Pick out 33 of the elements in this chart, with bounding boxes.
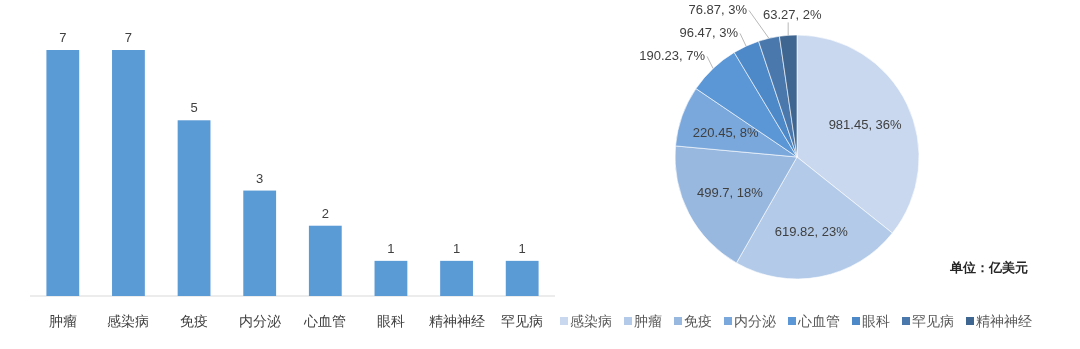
bar xyxy=(374,260,408,296)
data-label: 2 xyxy=(321,205,329,221)
text: 单位：亿美元 xyxy=(949,260,1028,275)
x-tick-label: 罕见病 xyxy=(501,313,544,329)
bar xyxy=(243,190,277,296)
x-tick-label: 感染病 xyxy=(107,313,150,329)
data-label: 5 xyxy=(190,100,198,116)
bar xyxy=(46,50,80,296)
bar xyxy=(505,260,539,296)
x-tick-label: 心血管 xyxy=(303,313,347,329)
x-tick-label: 肿瘤 xyxy=(48,313,77,329)
x-tick-label: 眼科 xyxy=(376,313,405,329)
data-label: 499.7, 18% xyxy=(697,184,764,200)
bar xyxy=(308,225,342,296)
data-label: 190.23, 7% xyxy=(639,48,706,64)
bar xyxy=(440,260,473,296)
data-label: 619.82, 23% xyxy=(774,224,849,240)
data-label: 3 xyxy=(256,170,264,186)
x-tick-label: 免疫 xyxy=(180,313,209,329)
bar xyxy=(112,50,145,296)
bar xyxy=(177,120,211,296)
data-label: 981.45, 36% xyxy=(828,117,903,133)
data-label: 96.47, 3% xyxy=(679,25,739,41)
data-label: 76.87, 3% xyxy=(688,2,748,18)
data-label: 1 xyxy=(387,240,395,256)
x-tick-label: 内分泌 xyxy=(238,313,281,329)
data-label: 1 xyxy=(452,240,461,256)
x-tick-label: 精神神经 xyxy=(428,313,485,329)
data-label: 1 xyxy=(518,240,526,256)
data-label: 63.27, 2% xyxy=(763,7,822,23)
data-label: 220.45, 8% xyxy=(692,124,760,140)
data-label: 7 xyxy=(59,30,67,45)
data-label: 7 xyxy=(124,30,133,45)
